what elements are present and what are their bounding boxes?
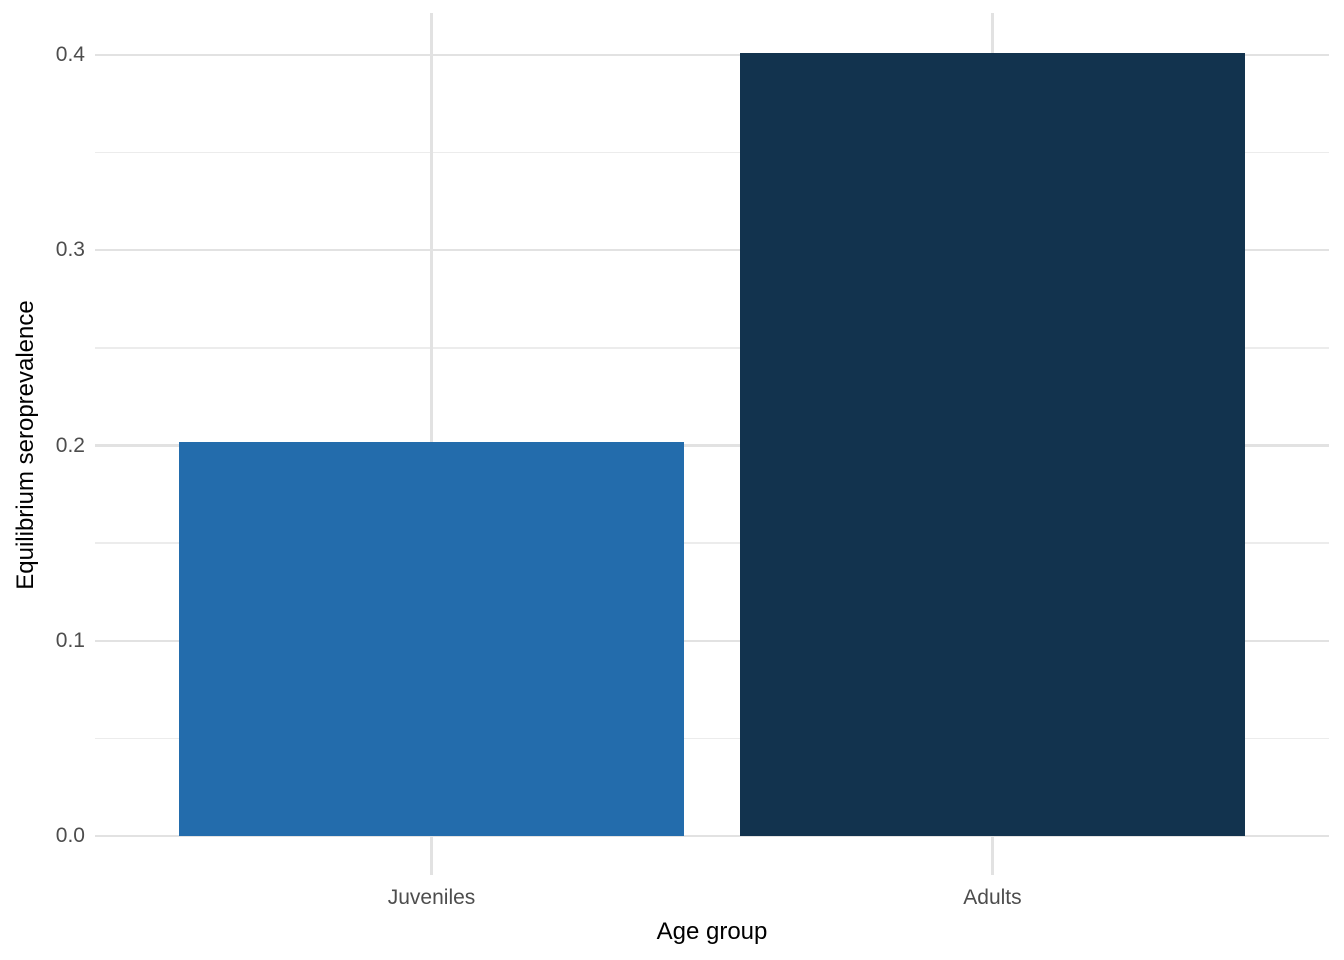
x-category-label: Juveniles (387, 886, 476, 909)
h-gridline-major (95, 444, 1329, 447)
y-tick-label: 0.2 (55, 433, 85, 457)
h-gridline-major (95, 249, 1329, 252)
bar-juveniles (179, 441, 684, 836)
y-tick-label: 0.0 (55, 824, 85, 847)
x-category-label: Adults (963, 886, 1022, 909)
plot-panel (95, 13, 1329, 875)
h-gridline-major (95, 53, 1329, 57)
h-gridline-minor (95, 151, 1329, 154)
h-gridline-major (95, 834, 1329, 838)
h-gridline-minor (95, 737, 1329, 740)
h-gridline-major (95, 639, 1329, 642)
bar-adults (740, 53, 1245, 836)
x-axis-title: Age group (656, 918, 768, 945)
y-tick-label: 0.4 (55, 43, 85, 66)
y-tick-label: 0.3 (55, 238, 85, 262)
h-gridline-minor (95, 542, 1329, 544)
y-tick-label: 0.1 (55, 628, 85, 652)
h-gridline-minor (95, 347, 1329, 349)
